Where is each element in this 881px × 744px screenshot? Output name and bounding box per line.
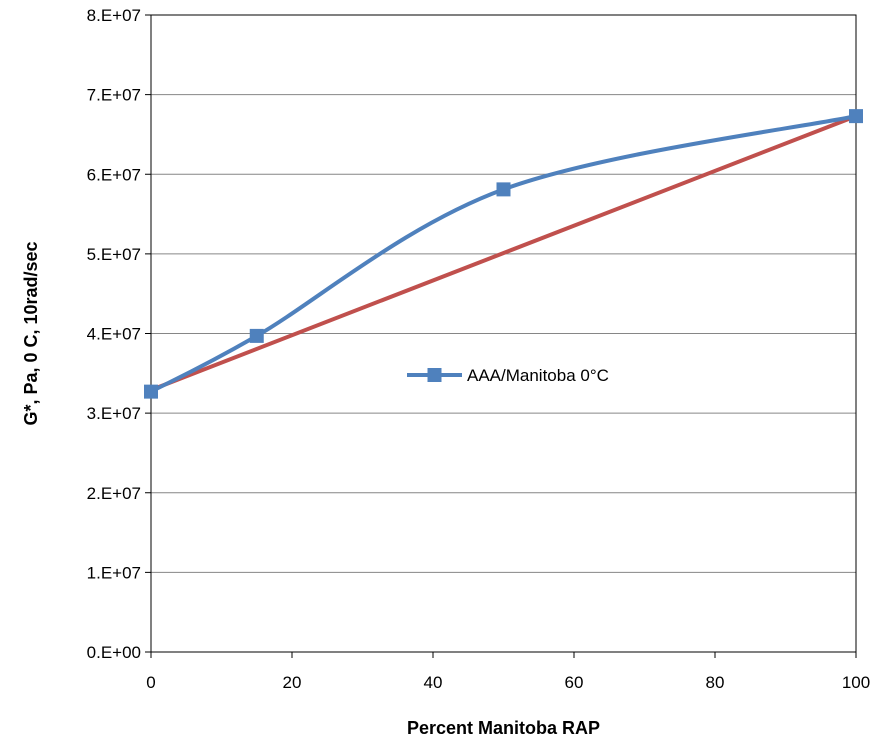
series-line-0 [149, 114, 858, 394]
y-tick-label: 3.E+07 [87, 404, 141, 423]
x-tick-label: 40 [424, 673, 443, 692]
data-point [496, 182, 511, 197]
x-axis: 0 20 40 60 80 100 [146, 652, 870, 692]
x-axis-title: Percent Manitoba RAP [407, 718, 600, 738]
x-tick-label: 60 [565, 673, 584, 692]
y-tick-label: 7.E+07 [87, 86, 141, 105]
y-tick-label: 6.E+07 [87, 165, 141, 184]
series-line-1 [149, 114, 858, 393]
data-point [849, 109, 863, 124]
y-axis: 0.E+00 1.E+07 2.E+07 3.E+07 4.E+07 5.E+07 6.E+… [87, 6, 151, 662]
data-point [144, 384, 158, 399]
legend: AAA/Manitoba 0°C [407, 366, 609, 385]
legend-label: AAA/Manitoba 0°C [467, 366, 609, 385]
y-tick-label: 8.E+07 [87, 6, 141, 25]
y-tick-label: 0.E+00 [87, 643, 141, 662]
y-axis-title: G*, Pa, 0 C, 10rad/sec [21, 241, 41, 425]
y-tick-label: 4.E+07 [87, 325, 141, 344]
y-tick-label: 5.E+07 [87, 245, 141, 264]
x-tick-label: 20 [283, 673, 302, 692]
y-tick-label: 2.E+07 [87, 484, 141, 503]
x-tick-label: 80 [706, 673, 725, 692]
x-tick-label: 100 [842, 673, 870, 692]
y-tick-label: 1.E+07 [87, 563, 141, 582]
series-layer [144, 109, 863, 399]
legend-marker [427, 368, 442, 382]
x-tick-label: 0 [146, 673, 155, 692]
data-point [249, 328, 264, 343]
